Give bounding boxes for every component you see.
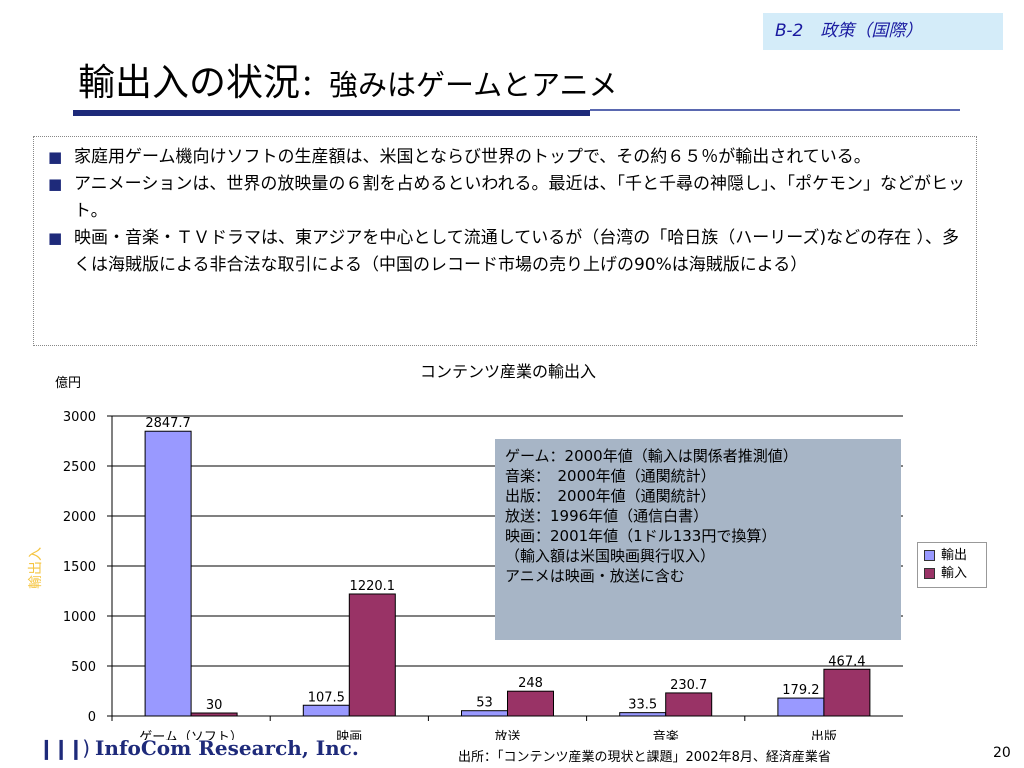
logo-text: InfoCom Research, Inc. (95, 736, 359, 760)
bar-value-label: 2847.7 (145, 416, 191, 431)
bullet-item: ■ アニメーションは、世界の放映量の６割を占めるといわれる。最近は、「千と千尋の… (46, 171, 966, 225)
bar-import (507, 690, 554, 717)
bar-value-label: 107.5 (308, 690, 345, 705)
x-category-label: 映画 (336, 730, 362, 740)
bar-value-label: 467.4 (828, 654, 865, 669)
chart-note-line: アニメは映画・放送に含む (505, 567, 685, 585)
title-rule-thin (590, 109, 960, 111)
title-rule-thick (73, 110, 590, 116)
source-note: 出所：「コンテンツ産業の現状と課題」2002年8月、経済産業省 (458, 750, 831, 765)
x-category-label: 出版 (811, 730, 837, 740)
x-category-label: ゲーム（ソフト） (139, 730, 243, 740)
chart-note-line: 出版： 2000年値（通関統計） (505, 487, 716, 505)
bullet-square-icon: ■ (48, 175, 63, 193)
bar-value-label: 33.5 (628, 698, 657, 713)
section-tag: B-2 政策（国際） (763, 13, 1003, 50)
chart-note-line: 映画：2001年値（1ドル133円で換算） (505, 527, 777, 545)
page-title: 輸出入の状況：強みはゲームとアニメ (78, 52, 618, 106)
bullet-text: アニメーションは、世界の放映量の６割を占めるといわれる。最近は、「千と千尋の神隠… (74, 174, 965, 221)
bullet-square-icon: ■ (48, 229, 63, 247)
bar-value-label: 248 (518, 676, 543, 691)
bullet-textbox: ■ 家庭用ゲーム機向けソフトの生産額は、米国とならび世界のトップで、その約６５％… (33, 136, 977, 346)
chart-note-line: ゲーム：2000年値（輸入は関係者推測値） (505, 447, 798, 465)
bullet-item: ■ 家庭用ゲーム機向けソフトの生産額は、米国とならび世界のトップで、その約６５％… (46, 144, 966, 171)
x-category-label: 音楽 (653, 729, 679, 740)
page-title-main: 輸出入の状況 (78, 61, 300, 104)
y-tick-label: 3000 (63, 410, 96, 425)
y-tick-label: 0 (88, 710, 96, 725)
bullet-text: 家庭用ゲーム機向けソフトの生産額は、米国とならび世界のトップで、その約６５％が輸… (74, 147, 871, 167)
bar-value-label: 53 (476, 696, 493, 711)
y-unit-label: 億円 (55, 375, 81, 391)
bar-value-label: 230.7 (670, 678, 707, 693)
legend-label-import: 輸入 (941, 566, 968, 581)
bar-import (348, 593, 396, 717)
legend-entry-import: 輸入 (924, 565, 986, 583)
bar-import (823, 668, 871, 717)
legend-label-export: 輸出 (941, 548, 968, 563)
bar-export (302, 704, 350, 717)
page-number: 20 (993, 745, 1011, 761)
bullet-item: ■ 映画・音楽・ＴＶドラマは、東アジアを中心として流通しているが（台湾の「哈日族… (46, 225, 966, 279)
chart-note-line: （輸入額は米国映画興行収入） (505, 547, 716, 565)
y-axis-label: 輸出入 (28, 547, 44, 589)
legend-entry-export: 輸出 (924, 547, 986, 565)
y-tick-label: 1500 (63, 560, 96, 575)
company-logo: ❙❙❙) InfoCom Research, Inc. (38, 736, 359, 760)
bar-value-label: 179.2 (782, 683, 819, 698)
bar-import (190, 712, 238, 717)
y-tick-label: 500 (71, 660, 96, 675)
chart-title: コンテンツ産業の輸出入 (420, 362, 596, 381)
bar-export (619, 712, 667, 717)
bullet-text: 映画・音楽・ＴＶドラマは、東アジアを中心として流通しているが（台湾の「哈日族（ハ… (74, 228, 959, 275)
bar-export (777, 697, 825, 717)
chart-note-line: 音楽： 2000年値（通関統計） (505, 467, 716, 485)
page-title-sub: ：強みはゲームとアニメ (300, 68, 618, 102)
bar-value-label: 30 (206, 698, 223, 713)
bar-export (461, 710, 508, 717)
bar-import (665, 692, 713, 717)
logo-mark-icon: ❙❙❙) (38, 736, 90, 760)
bar-export (144, 430, 192, 717)
chart-notes-box: ゲーム：2000年値（輸入は関係者推測値） 音楽： 2000年値（通関統計） 出… (495, 439, 901, 640)
legend-swatch-import (924, 568, 935, 579)
chart-note-line: 放送：1996年値（通信白書） (505, 507, 709, 525)
y-tick-label: 1000 (63, 610, 96, 625)
bullet-square-icon: ■ (48, 148, 63, 166)
chart-legend: 輸出 輸入 (917, 542, 987, 588)
legend-swatch-export (924, 550, 935, 561)
y-tick-label: 2000 (63, 510, 96, 525)
x-category-label: 放送 (494, 730, 520, 740)
y-tick-label: 2500 (63, 460, 96, 475)
bar-value-label: 1220.1 (350, 579, 396, 594)
